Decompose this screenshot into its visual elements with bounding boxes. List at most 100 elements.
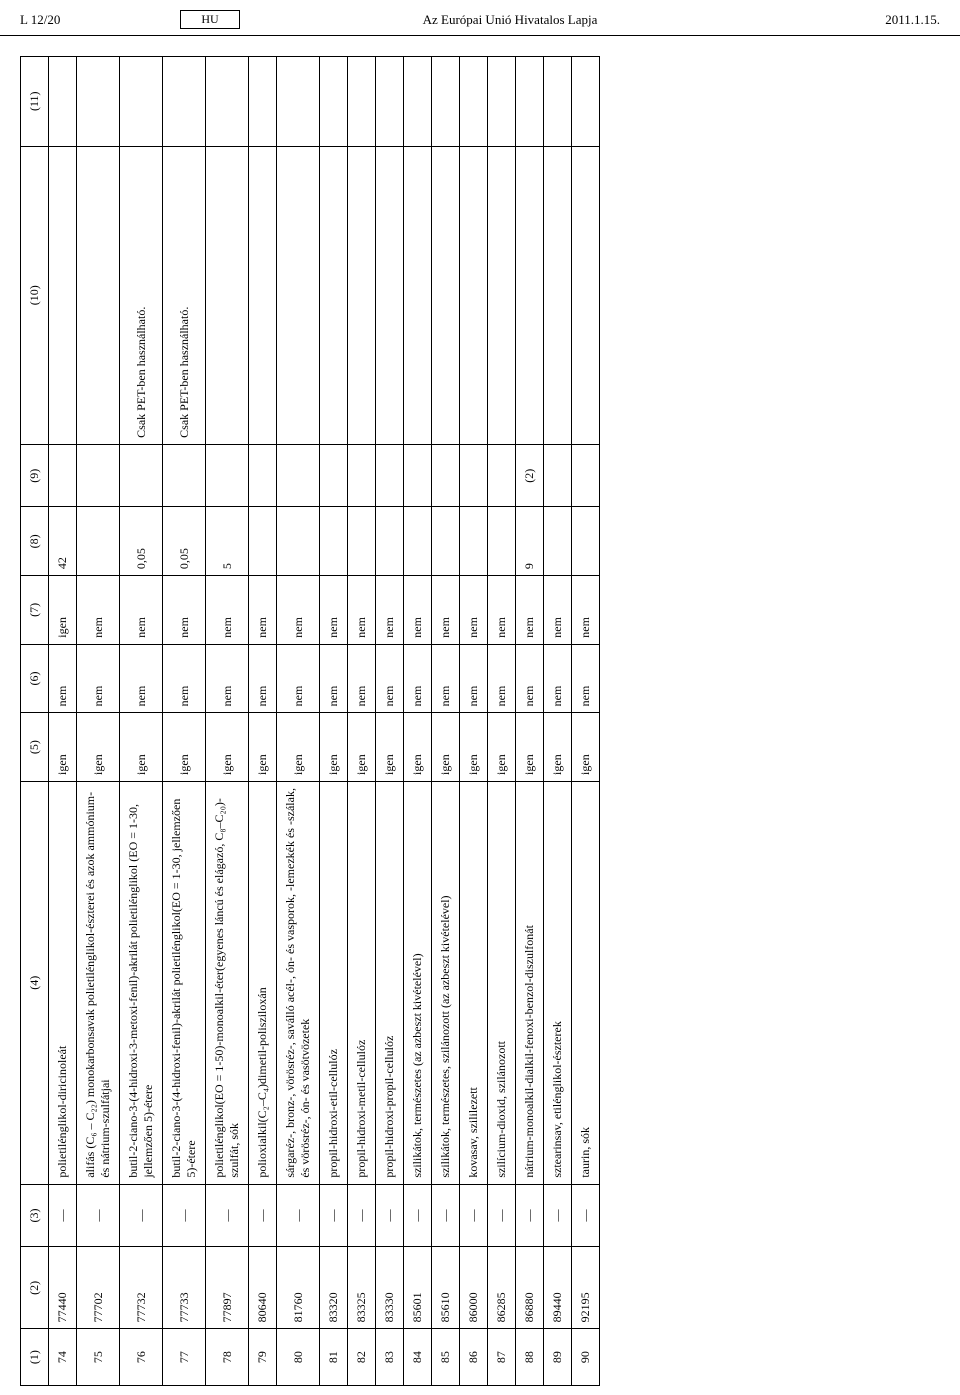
table-cell: szilikátok, természetes (az azbeszt kivé… [404, 781, 432, 1184]
table-row: 8183320—propil-hidroxi-etil-cellulózigen… [320, 57, 348, 1386]
table-cell [206, 444, 249, 507]
table-cell [432, 57, 460, 147]
table-cell: nem [488, 644, 516, 713]
table-cell [163, 444, 206, 507]
table-cell [249, 444, 277, 507]
table-cell: nem [376, 576, 404, 645]
table-cell: nem [120, 644, 163, 713]
table-cell: igen [544, 713, 572, 782]
table-cell: — [488, 1184, 516, 1247]
header-center: Az Európai Unió Hivatalos Lapja [240, 12, 780, 28]
table-cell: 79 [249, 1329, 277, 1386]
table-cell [432, 444, 460, 507]
table-cell: 84 [404, 1329, 432, 1386]
table-cell: igen [163, 713, 206, 782]
table-cell: 77897 [206, 1247, 249, 1329]
table-cell: igen [320, 713, 348, 782]
table-cell: propil-hidroxi-metil-cellulóz [348, 781, 376, 1184]
table-cell: propil-hidroxi-etil-cellulóz [320, 781, 348, 1184]
table-row: 8786285—szilícium-dioxid, szilánozottige… [488, 57, 516, 1386]
table-cell [249, 57, 277, 147]
table-cell: 89 [544, 1329, 572, 1386]
table-cell [404, 57, 432, 147]
table-cell: 85601 [404, 1247, 432, 1329]
table-cell [460, 507, 488, 576]
table-row: 8989440—sztearinsav, etilénglikol-észter… [544, 57, 572, 1386]
table-cell: nem [544, 644, 572, 713]
table-cell [49, 57, 77, 147]
table-cell: 92195 [572, 1247, 600, 1329]
table-cell: butil-2-ciano-3-(4-hidroxi-fenil)-akrilá… [163, 781, 206, 1184]
table-cell: 81760 [277, 1247, 320, 1329]
table-cell [488, 57, 516, 147]
table-cell: 85 [432, 1329, 460, 1386]
table-cell [206, 146, 249, 444]
table-row: 8886880—nátrium-monoalkil-dialkil-fenoxi… [516, 57, 544, 1386]
table-cell: 86880 [516, 1247, 544, 1329]
table-cell [572, 507, 600, 576]
table-cell [544, 57, 572, 147]
table-cell: nem [120, 576, 163, 645]
table-cell [277, 146, 320, 444]
table-cell: nem [460, 576, 488, 645]
table-cell: 89440 [544, 1247, 572, 1329]
table-row: 7777733—butil-2-ciano-3-(4-hidroxi-fenil… [163, 57, 206, 1386]
table-cell [277, 57, 320, 147]
table-cell: nem [572, 576, 600, 645]
table-cell [376, 444, 404, 507]
table-row: 7477440—polietilénglikol-diricinoleátige… [49, 57, 77, 1386]
col-header-3: (3) [21, 1184, 49, 1247]
table-cell [206, 57, 249, 147]
table-cell [249, 146, 277, 444]
table-cell [488, 507, 516, 576]
table-cell: — [376, 1184, 404, 1247]
table-cell: 86 [460, 1329, 488, 1386]
table-cell [488, 444, 516, 507]
table-cell: Csak PET-ben használható. [163, 146, 206, 444]
table-cell: igen [77, 713, 120, 782]
table-cell: nem [163, 644, 206, 713]
table-cell: 81 [320, 1329, 348, 1386]
table-cell: 80 [277, 1329, 320, 1386]
table-cell: nem [488, 576, 516, 645]
table-cell: — [572, 1184, 600, 1247]
table-row: 7677732—butil-2-ciano-3-(4-hidroxi-3-met… [120, 57, 163, 1386]
table-cell: nem [163, 576, 206, 645]
table-cell: 90 [572, 1329, 600, 1386]
table-cell: — [544, 1184, 572, 1247]
table-cell: nem [404, 576, 432, 645]
col-header-9: (9) [21, 444, 49, 507]
col-header-11: (11) [21, 57, 49, 147]
table-cell: nem [320, 576, 348, 645]
table-cell [516, 57, 544, 147]
table-cell: nem [544, 576, 572, 645]
table-cell [320, 146, 348, 444]
table-cell: nem [572, 644, 600, 713]
table-row: 8081760—sárgaréz-, bronz-, vörösréz-, sa… [277, 57, 320, 1386]
table-cell [404, 507, 432, 576]
table-cell [544, 146, 572, 444]
table-row: 7980640—polioxialkil(C₂–C₄)dimetil-polis… [249, 57, 277, 1386]
table-cell: nem [432, 576, 460, 645]
table-cell: igen [249, 713, 277, 782]
table-cell [320, 507, 348, 576]
table-cell: nem [277, 644, 320, 713]
table-row: 7577702—alifás (C₆ – C₂₂) monokarbonsava… [77, 57, 120, 1386]
table-row: 8383330—propil-hidroxi-propil-cellulózig… [376, 57, 404, 1386]
col-header-4: (4) [21, 781, 49, 1184]
table-cell: 87 [488, 1329, 516, 1386]
table-cell: — [77, 1184, 120, 1247]
table-row: 8686000—kovasav, szililezettigennemnem [460, 57, 488, 1386]
table-row: 8283325—propil-hidroxi-metil-cellulózige… [348, 57, 376, 1386]
table-cell: polioxialkil(C₂–C₄)dimetil-polisziloxán [249, 781, 277, 1184]
table-cell: nátrium-monoalkil-dialkil-fenoxi-benzol-… [516, 781, 544, 1184]
table-cell: (2) [516, 444, 544, 507]
table-row: 9092195—taurin, sókigennemnem [572, 57, 600, 1386]
table-cell [348, 507, 376, 576]
header-right: 2011.1.15. [780, 12, 940, 28]
table-cell: igen [572, 713, 600, 782]
table-cell: polietilénglikol-diricinoleát [49, 781, 77, 1184]
table-cell: nem [206, 576, 249, 645]
table-cell [49, 444, 77, 507]
table-cell [544, 507, 572, 576]
